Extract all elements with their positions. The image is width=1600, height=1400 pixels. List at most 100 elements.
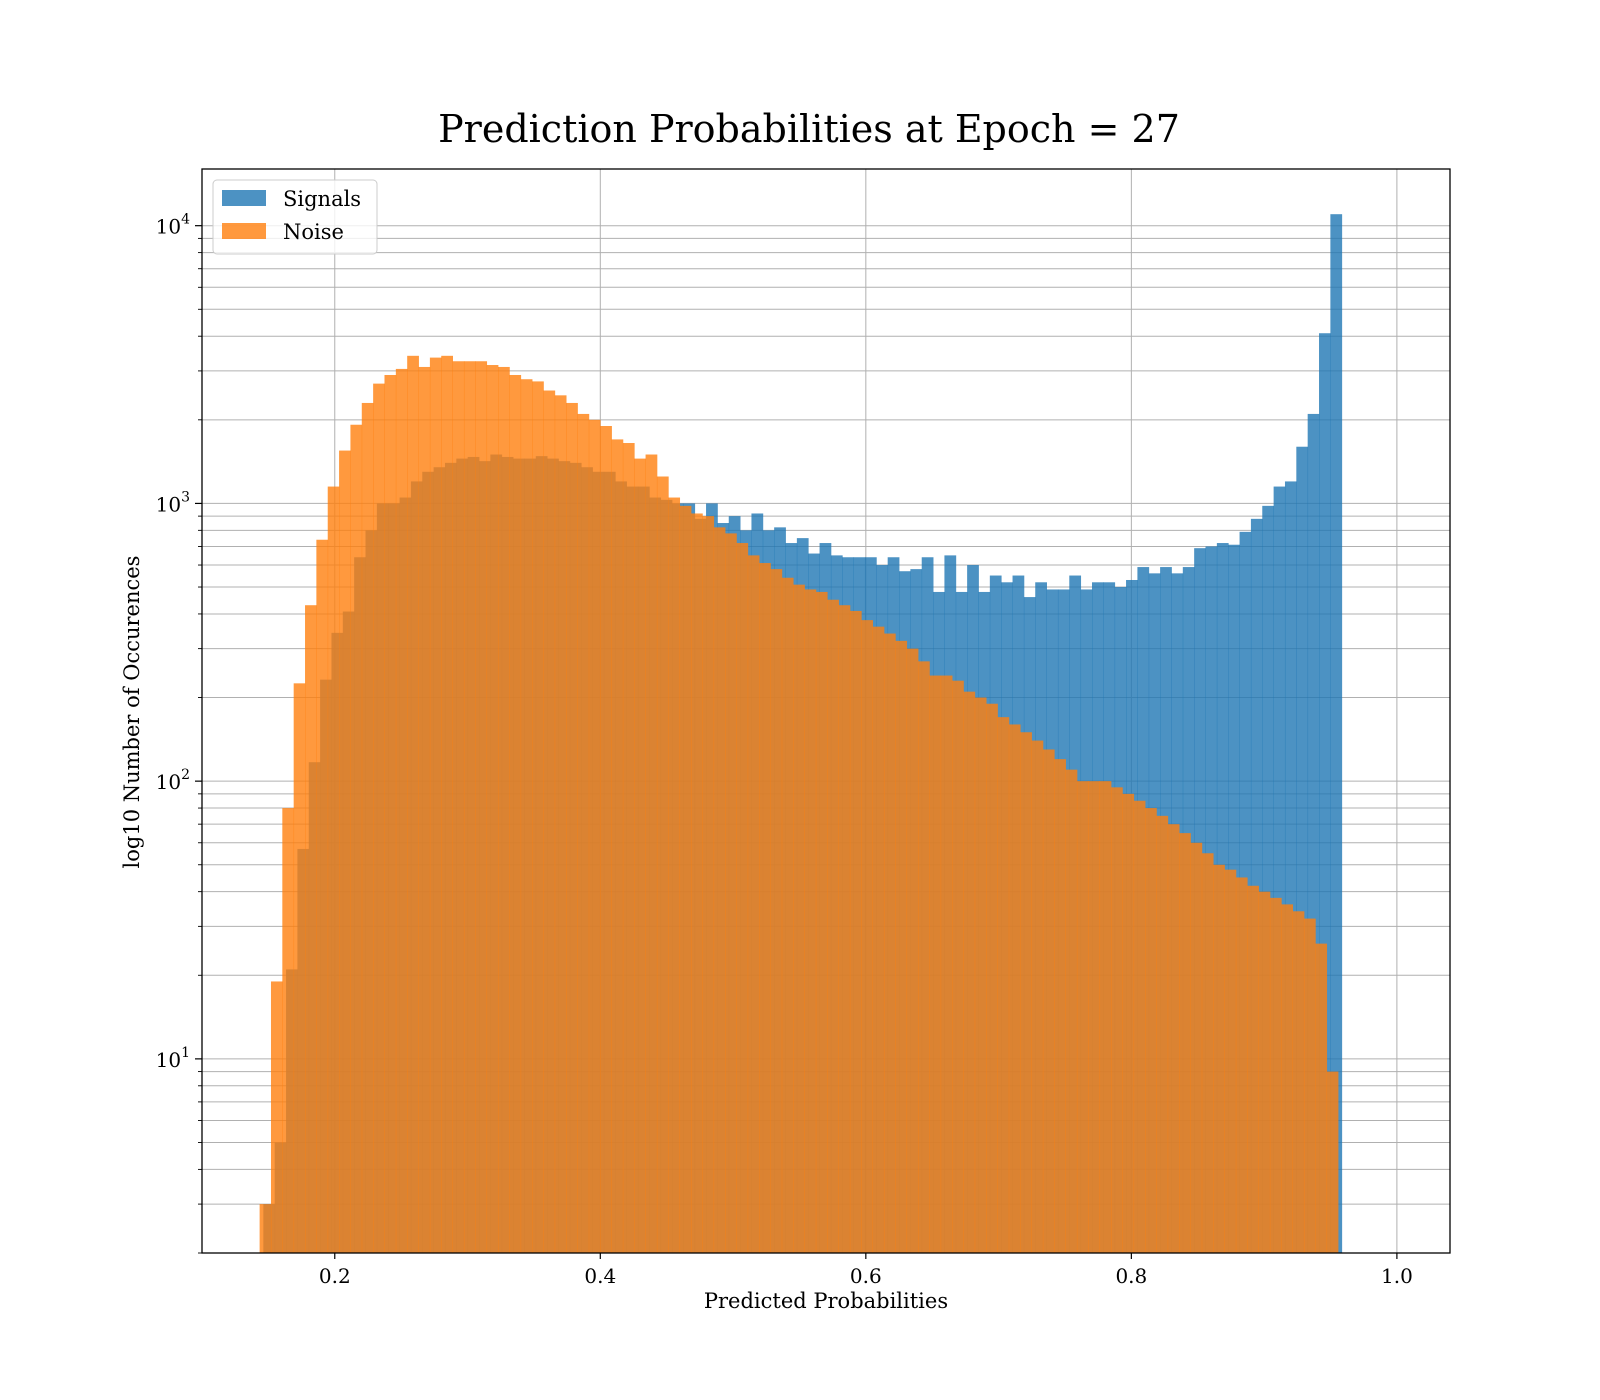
bar-noise <box>452 361 465 1253</box>
bar-noise <box>350 424 363 1253</box>
bar-noise <box>1167 824 1180 1253</box>
bar-noise <box>316 539 329 1253</box>
bar-noise <box>656 476 669 1253</box>
y-tick-label: 102 <box>156 767 190 794</box>
chart-title: Prediction Probabilities at Epoch = 27 <box>438 107 1180 151</box>
bar-noise <box>384 374 397 1254</box>
y-tick-label: 103 <box>156 489 190 516</box>
bar-noise <box>1076 781 1089 1253</box>
bar-noise <box>418 366 431 1254</box>
legend-label-signals: Signals <box>283 187 361 211</box>
bar-noise <box>838 605 851 1253</box>
y-tick-label: 101 <box>156 1045 190 1072</box>
x-tick-label: 0.2 <box>319 1264 351 1288</box>
bar-noise <box>815 591 828 1253</box>
x-axis-label: Predicted Probabilities <box>704 1289 948 1313</box>
bar-noise <box>1031 740 1044 1253</box>
bar-noise <box>668 497 681 1253</box>
bar-noise <box>725 533 737 1253</box>
bar-noise <box>997 717 1010 1253</box>
bar-noise <box>1224 869 1237 1253</box>
x-tick-label: 0.6 <box>850 1264 882 1288</box>
bar-noise <box>486 365 499 1253</box>
bar-noise <box>1190 842 1203 1253</box>
bar-signals <box>1273 486 1286 1253</box>
bar-noise <box>509 374 522 1254</box>
bar-noise <box>1088 781 1101 1253</box>
y-tick-label: 104 <box>156 212 190 239</box>
bar-noise <box>1042 749 1055 1253</box>
bar-noise <box>1258 891 1271 1253</box>
bar-noise <box>373 383 385 1253</box>
bar-noise <box>305 605 317 1253</box>
bar-noise <box>1156 815 1169 1253</box>
legend-label-noise: Noise <box>283 220 344 244</box>
x-tick-label: 0.4 <box>584 1264 616 1288</box>
bar-noise <box>690 513 703 1253</box>
bar-noise <box>736 543 749 1253</box>
series-noise <box>259 355 1339 1254</box>
bar-noise <box>395 368 408 1254</box>
plot-frame <box>201 168 1451 1254</box>
axis-ticks: 0.2 0.4 0.6 0.8 1.0 101 102 103 104 <box>156 212 1413 1288</box>
bar-noise <box>679 505 692 1253</box>
legend-swatch-signals <box>222 190 266 206</box>
bar-noise <box>1122 793 1135 1253</box>
bar-noise <box>827 599 839 1253</box>
bar-noise <box>747 555 760 1253</box>
bar-signals <box>1284 481 1297 1253</box>
bar-noise <box>952 680 964 1253</box>
bar-noise <box>849 610 862 1253</box>
bar-noise <box>429 357 442 1253</box>
bar-noise <box>770 569 783 1253</box>
bar-noise <box>520 379 533 1253</box>
bar-signals <box>1296 446 1309 1254</box>
bar-noise <box>1303 918 1316 1253</box>
bar-noise <box>1213 864 1225 1253</box>
bar-noise <box>906 648 919 1253</box>
bar-signals <box>1307 413 1320 1254</box>
bar-noise <box>293 683 306 1253</box>
x-tick-label: 0.8 <box>1115 1264 1147 1288</box>
y-axis-label: log10 Number of Occurences <box>120 556 144 869</box>
bar-noise <box>883 633 896 1253</box>
bar-noise <box>1054 759 1066 1253</box>
bar-noise <box>963 691 976 1253</box>
bar-noise <box>1326 1071 1339 1253</box>
bar-noise <box>554 395 567 1253</box>
bar-noise <box>475 361 488 1253</box>
bar-noise <box>1008 724 1021 1253</box>
bar-noise <box>498 366 510 1254</box>
bar-noise <box>1281 904 1294 1253</box>
bar-noise <box>327 486 340 1253</box>
bar-noise <box>759 563 771 1253</box>
bar-noise <box>713 527 726 1253</box>
bar-noise <box>588 419 601 1254</box>
bar-noise <box>1065 769 1078 1253</box>
bar-noise <box>974 697 987 1253</box>
bar-noise <box>645 454 658 1253</box>
bar-noise <box>577 413 590 1254</box>
bar-noise <box>600 426 612 1254</box>
bar-noise <box>634 458 646 1253</box>
bar-noise <box>463 361 476 1253</box>
bar-noise <box>872 626 885 1253</box>
bar-noise <box>781 577 794 1253</box>
legend: Signals Noise <box>212 179 378 255</box>
bar-noise <box>1247 885 1259 1253</box>
bar-noise <box>1099 781 1112 1253</box>
bar-signals <box>1319 333 1331 1254</box>
bar-noise <box>1145 808 1157 1253</box>
bar-noise <box>1269 897 1282 1253</box>
bar-noise <box>702 516 715 1253</box>
bar-noise <box>543 390 556 1254</box>
bar-noise <box>986 703 998 1253</box>
bar-noise <box>270 981 283 1253</box>
bar-noise <box>339 450 351 1253</box>
legend-swatch-noise <box>222 223 266 239</box>
bar-noise <box>1292 911 1305 1253</box>
bar-noise <box>861 620 874 1253</box>
x-tick-label: 1.0 <box>1381 1264 1413 1288</box>
bar-noise <box>1110 787 1123 1253</box>
